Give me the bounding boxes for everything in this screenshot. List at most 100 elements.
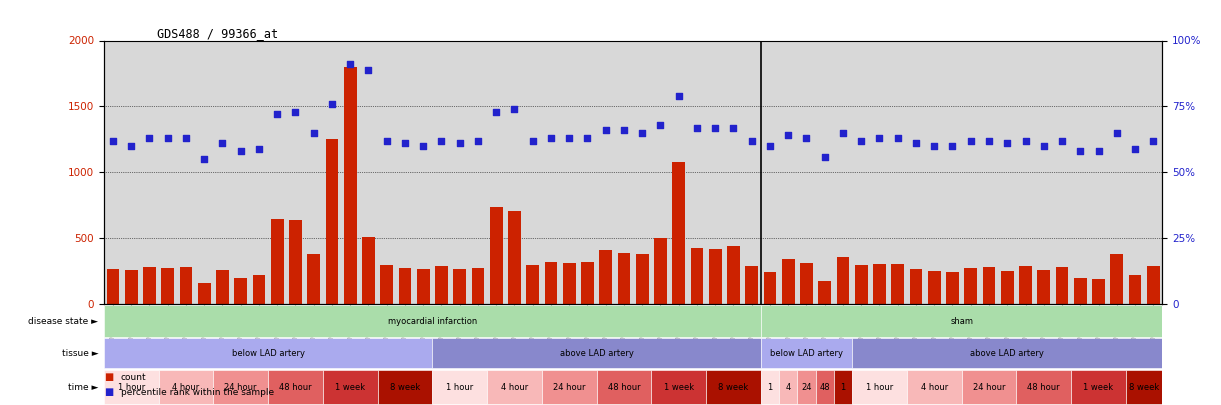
Bar [907, 370, 962, 404]
Point [523, 138, 542, 144]
Text: myocardial infarction: myocardial infarction [388, 317, 477, 326]
Text: disease state ►: disease state ► [28, 317, 99, 326]
Point [943, 143, 962, 149]
Bar [432, 339, 761, 369]
Point [724, 124, 744, 131]
Point [559, 135, 579, 141]
Bar [800, 263, 813, 304]
Bar [873, 264, 886, 304]
Point [1144, 138, 1164, 144]
Text: 48 hour: 48 hour [608, 382, 640, 392]
Text: below LAD artery: below LAD artery [232, 349, 304, 358]
Bar [600, 249, 612, 304]
Point [1071, 148, 1090, 155]
Point [578, 135, 597, 141]
Text: 8 week: 8 week [389, 382, 420, 392]
Point [1126, 145, 1145, 152]
Bar [581, 262, 593, 304]
Point [779, 132, 799, 139]
Point [1107, 130, 1127, 136]
Bar [363, 237, 375, 304]
Text: 1: 1 [767, 382, 773, 392]
Point [249, 145, 269, 152]
Text: above LAD artery: above LAD artery [971, 349, 1044, 358]
Bar [1020, 266, 1032, 304]
Bar [1016, 370, 1071, 404]
Point [961, 138, 980, 144]
Bar [1071, 370, 1126, 404]
Point [432, 138, 452, 144]
Text: percentile rank within the sample: percentile rank within the sample [121, 388, 274, 397]
Point [924, 143, 944, 149]
Point [468, 138, 487, 144]
Bar [435, 266, 448, 304]
Text: below LAD artery: below LAD artery [770, 349, 842, 358]
Point [742, 138, 762, 144]
Point [396, 140, 415, 147]
Bar [380, 265, 393, 304]
Point [359, 66, 379, 73]
Text: 8 week: 8 week [718, 382, 748, 392]
Bar [910, 269, 922, 304]
Bar [1092, 279, 1105, 304]
Point [651, 122, 670, 128]
Text: GDS488 / 99366_at: GDS488 / 99366_at [156, 28, 278, 40]
Bar [490, 207, 503, 304]
Bar [651, 370, 706, 404]
Bar [106, 269, 120, 304]
Bar [709, 249, 722, 304]
Bar [946, 272, 958, 304]
Bar [818, 281, 832, 304]
Text: tissue ►: tissue ► [62, 349, 99, 358]
Point [979, 138, 999, 144]
Text: 24: 24 [801, 382, 812, 392]
Point [231, 148, 250, 155]
Text: 24 hour: 24 hour [225, 382, 256, 392]
Point [851, 138, 871, 144]
Text: 8 week: 8 week [1129, 382, 1159, 392]
Point [1034, 143, 1054, 149]
Bar [289, 220, 302, 304]
Point [1016, 138, 1035, 144]
Bar [855, 265, 868, 304]
Bar [763, 272, 777, 304]
Point [541, 135, 560, 141]
Bar [416, 269, 430, 304]
Bar [928, 271, 940, 304]
Bar [836, 257, 850, 304]
Bar [487, 370, 542, 404]
Point [797, 135, 817, 141]
Bar [344, 67, 357, 304]
Point [1053, 138, 1072, 144]
Bar [1074, 278, 1087, 304]
Point [504, 106, 524, 112]
Point [888, 135, 907, 141]
Text: 48: 48 [819, 382, 830, 392]
Bar [761, 370, 779, 404]
Text: 1 hour: 1 hour [446, 382, 474, 392]
Bar [761, 339, 852, 369]
Text: ■: ■ [104, 372, 114, 382]
Point [687, 124, 707, 131]
Point [761, 143, 780, 149]
Point [833, 130, 852, 136]
Bar [1147, 266, 1160, 304]
Bar [563, 263, 575, 304]
Bar [322, 370, 377, 404]
Point [614, 127, 634, 133]
Bar [1126, 370, 1162, 404]
Bar [781, 260, 795, 304]
Bar [377, 370, 432, 404]
Point [414, 143, 433, 149]
Text: sham: sham [950, 317, 973, 326]
Bar [269, 370, 322, 404]
Bar [526, 265, 540, 304]
Bar [542, 370, 597, 404]
Text: 24 hour: 24 hour [973, 382, 1005, 392]
Bar [234, 278, 247, 304]
Text: above LAD artery: above LAD artery [559, 349, 634, 358]
Bar [1110, 254, 1123, 304]
Bar [398, 268, 411, 304]
Bar [797, 370, 816, 404]
Point [322, 100, 342, 107]
